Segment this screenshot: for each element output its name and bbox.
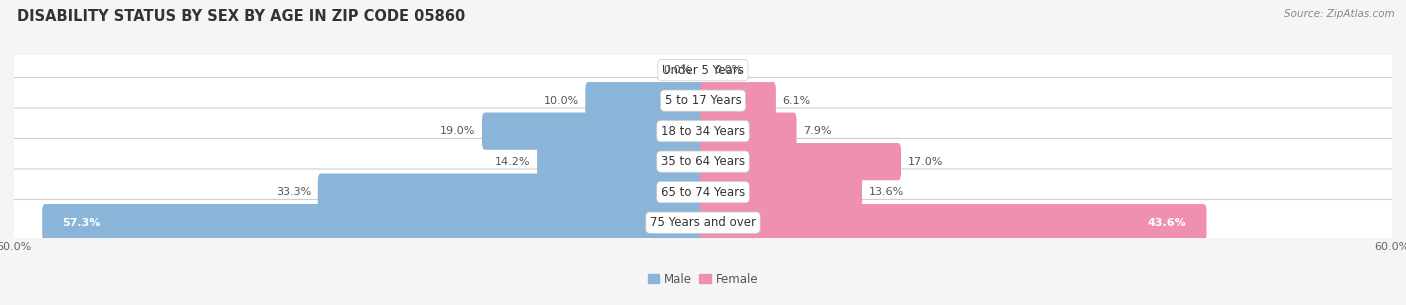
FancyBboxPatch shape (585, 82, 706, 119)
FancyBboxPatch shape (700, 113, 797, 150)
FancyBboxPatch shape (10, 199, 1396, 246)
FancyBboxPatch shape (537, 143, 706, 180)
Text: 18 to 34 Years: 18 to 34 Years (661, 125, 745, 138)
Text: 19.0%: 19.0% (440, 126, 475, 136)
FancyBboxPatch shape (10, 169, 1396, 215)
FancyBboxPatch shape (700, 82, 776, 119)
FancyBboxPatch shape (10, 108, 1396, 154)
Text: 0.0%: 0.0% (664, 65, 692, 75)
FancyBboxPatch shape (482, 113, 706, 150)
Text: 33.3%: 33.3% (276, 187, 312, 197)
FancyBboxPatch shape (10, 138, 1396, 185)
Text: 65 to 74 Years: 65 to 74 Years (661, 186, 745, 199)
Legend: Male, Female: Male, Female (643, 268, 763, 291)
Text: 35 to 64 Years: 35 to 64 Years (661, 155, 745, 168)
Text: 13.6%: 13.6% (869, 187, 904, 197)
FancyBboxPatch shape (42, 204, 706, 241)
FancyBboxPatch shape (10, 77, 1396, 124)
Text: 57.3%: 57.3% (62, 218, 101, 228)
Text: 17.0%: 17.0% (907, 157, 943, 167)
Text: 14.2%: 14.2% (495, 157, 531, 167)
FancyBboxPatch shape (700, 143, 901, 180)
Text: 10.0%: 10.0% (544, 96, 579, 106)
FancyBboxPatch shape (318, 174, 706, 211)
Text: DISABILITY STATUS BY SEX BY AGE IN ZIP CODE 05860: DISABILITY STATUS BY SEX BY AGE IN ZIP C… (17, 9, 465, 24)
Text: 75 Years and over: 75 Years and over (650, 216, 756, 229)
Text: 0.0%: 0.0% (714, 65, 742, 75)
Text: 7.9%: 7.9% (803, 126, 831, 136)
Text: Under 5 Years: Under 5 Years (662, 64, 744, 77)
FancyBboxPatch shape (700, 204, 1206, 241)
Text: 5 to 17 Years: 5 to 17 Years (665, 94, 741, 107)
FancyBboxPatch shape (700, 174, 862, 211)
Text: 6.1%: 6.1% (782, 96, 810, 106)
FancyBboxPatch shape (10, 47, 1396, 93)
Text: 43.6%: 43.6% (1147, 218, 1187, 228)
Text: Source: ZipAtlas.com: Source: ZipAtlas.com (1284, 9, 1395, 19)
